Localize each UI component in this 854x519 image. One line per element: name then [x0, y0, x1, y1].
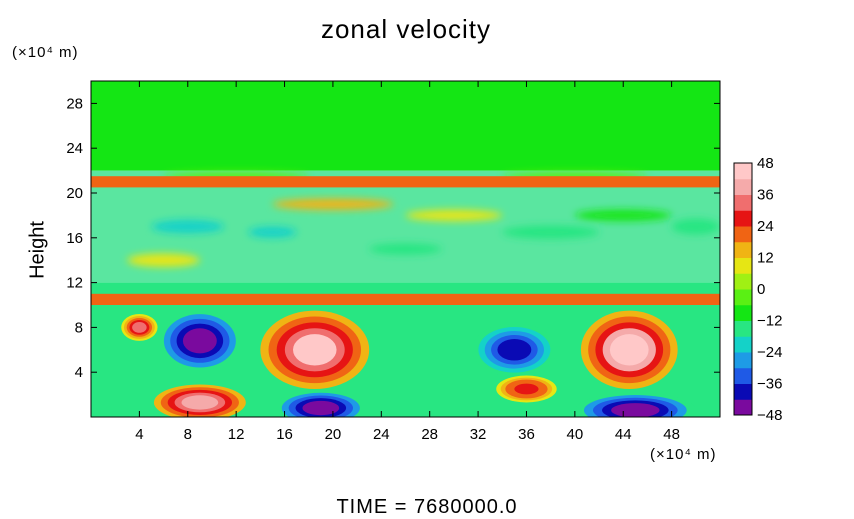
positive-cell: [496, 375, 557, 403]
x-tick-label: 36: [518, 426, 535, 443]
positive-cell: [121, 313, 158, 341]
colorbar-swatch: [734, 320, 752, 337]
texture-blob: [574, 209, 672, 221]
colorbar-swatch: [734, 367, 752, 384]
colorbar-swatch: [734, 226, 752, 243]
positive-cell: [260, 310, 370, 389]
x-axis-unit-label: (×10⁴ m): [650, 446, 717, 463]
colorbar-swatch: [734, 241, 752, 258]
heatmap-field: [91, 81, 720, 417]
x-tick-label: 40: [567, 426, 584, 443]
y-tick-label: 8: [75, 319, 83, 336]
x-tick-label: 8: [184, 426, 192, 443]
texture-blob: [127, 253, 200, 267]
jet-band: [91, 176, 720, 188]
colorbar-swatch: [734, 352, 752, 369]
colorbar-frame: [733, 162, 753, 416]
colorbar-tick-label: −36: [757, 376, 782, 393]
negative-cell: [574, 392, 696, 417]
colorbar-swatch: [734, 273, 752, 290]
colorbar-swatch: [734, 257, 752, 274]
x-tick-label: 28: [421, 426, 438, 443]
plot-frame: [90, 80, 721, 418]
x-tick-label: 44: [615, 426, 632, 443]
y-tick-label: 20: [66, 185, 83, 202]
colorbar-tick-label: 24: [757, 218, 774, 235]
texture-blob: [369, 243, 442, 255]
colorbar-tick-label: 12: [757, 250, 774, 267]
cell-contour: [132, 322, 147, 333]
cell-contour: [611, 403, 660, 417]
colorbar-tick-label: 0: [757, 281, 765, 298]
x-tick-label: 12: [228, 426, 245, 443]
colorbar-swatch: [734, 210, 752, 227]
texture-blob: [502, 225, 600, 239]
chart-title: zonal velocity: [320, 14, 492, 44]
cell-contour: [181, 395, 219, 410]
time-footer: TIME = 7680000.0: [336, 496, 518, 518]
positive-cell: [580, 310, 678, 389]
jet-band: [91, 293, 720, 305]
y-tick-label: 24: [66, 140, 83, 157]
colorbar-swatch: [734, 304, 752, 321]
cell-contour: [514, 383, 539, 395]
colorbar-swatch: [734, 399, 752, 416]
colorbar-tick-label: 36: [757, 187, 774, 204]
cell-contour: [609, 334, 649, 366]
y-tick-label: 12: [66, 275, 83, 292]
x-tick-label: 20: [325, 426, 342, 443]
negative-cell: [274, 390, 367, 417]
cell-contour: [182, 328, 217, 354]
x-tick-label: 16: [276, 426, 293, 443]
y-tick-label: 16: [66, 230, 83, 247]
colorbar-swatch: [734, 178, 752, 195]
x-tick-label: 24: [373, 426, 390, 443]
colorbar-swatch: [734, 194, 752, 211]
colorbar: 48 36 24 12 0 −12 −24 −36 −48: [733, 155, 782, 424]
upper-green-region: [91, 81, 720, 171]
colorbar-tick-label: −24: [757, 344, 782, 361]
colorbar-tick-label: −48: [757, 407, 782, 424]
texture-blob: [248, 226, 297, 238]
positive-cell: [153, 384, 246, 417]
cell-contour: [497, 339, 532, 361]
texture-blob: [151, 219, 225, 234]
colorbar-swatch: [734, 383, 752, 400]
texture-blob: [405, 209, 503, 221]
cell-contour: [293, 334, 337, 366]
negative-cell: [472, 322, 557, 377]
y-tick-label: 4: [75, 364, 83, 381]
cell-contour: [302, 400, 340, 416]
x-tick-label: 32: [470, 426, 487, 443]
colorbar-swatch: [734, 336, 752, 353]
y-tick-label: 28: [66, 95, 83, 112]
x-tick-label: 4: [135, 426, 143, 443]
colorbar-tick-label: −12: [757, 313, 782, 330]
negative-cell: [157, 309, 243, 373]
texture-blob: [272, 198, 394, 210]
x-tick-label: 48: [663, 426, 680, 443]
colorbar-swatch: [734, 163, 752, 180]
colorbar-tick-label: 48: [757, 155, 774, 172]
texture-blob: [671, 218, 720, 235]
colorbar-swatch: [734, 289, 752, 306]
y-axis-unit-label: (×10⁴ m): [12, 44, 79, 61]
